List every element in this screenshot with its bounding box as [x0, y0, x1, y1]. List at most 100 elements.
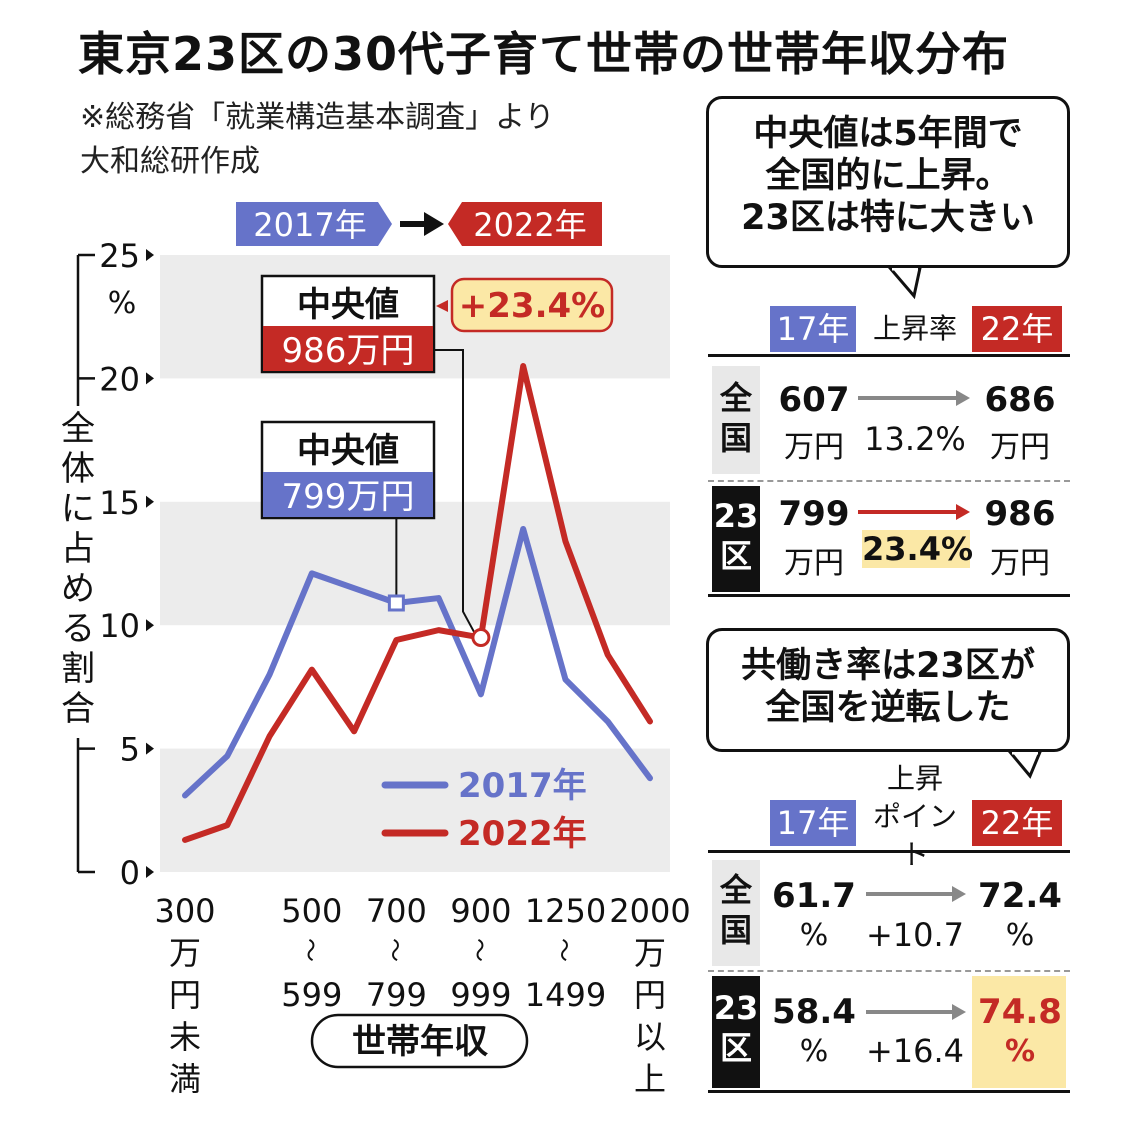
y-axis-label-char: 合: [61, 689, 95, 729]
x-tick-label: 2000: [609, 892, 690, 930]
header-from-year: 17年: [770, 306, 856, 352]
x-tick-label: 上: [634, 1060, 666, 1098]
median-2017-value-bg: [263, 472, 433, 517]
legend-from-label: 2017年: [253, 206, 366, 244]
x-axis-label: 世帯年収: [352, 1022, 488, 1062]
median-2022-title: 中央値: [297, 285, 399, 325]
y-unit-label: %: [108, 286, 137, 321]
rate-value: 13.2%: [864, 420, 966, 458]
x-tick-label: 599: [281, 976, 342, 1014]
y-tick-arrow: [146, 372, 154, 385]
grid-band: [160, 748, 670, 872]
y-axis-label-char: 占: [61, 529, 95, 569]
page-title: 東京23区の30代子育て世帯の世帯年収分布: [78, 27, 1010, 81]
trend-arrow-23ku-head: [956, 504, 970, 520]
y-axis-label-char: 体: [61, 449, 95, 489]
bubble-line: 全国を逆転した: [765, 688, 1011, 728]
trend-arrow-national-dual-head: [952, 886, 966, 902]
bubble-tail: [886, 266, 922, 300]
legend-to-label: 2022年: [473, 206, 586, 244]
value-to-highlight: 74.8: [978, 992, 1062, 1032]
header-from-year: 17年: [770, 800, 856, 846]
source-note-author: 大和総研作成: [80, 144, 260, 179]
x-tick-label: 500: [281, 892, 342, 930]
row-label-national: 全国: [712, 366, 760, 474]
median-2017-value: 799万円: [282, 477, 415, 517]
header-points-line: 上昇: [886, 762, 943, 795]
unit-from: 万円: [784, 430, 844, 465]
x-tick-label: 満: [169, 1060, 201, 1098]
header-points: 上昇 ポイント: [860, 760, 970, 874]
bubble-line: 中央値は5年間で: [753, 114, 1023, 154]
median-2022-value: 986万円: [282, 331, 415, 371]
trend-arrow-23ku-dual-head: [952, 1004, 966, 1020]
bubble-line: 全国的に上昇。: [765, 156, 1011, 196]
y-axis-label-char: に: [61, 489, 95, 529]
y-label-bg: [58, 406, 98, 738]
value-from: 799: [778, 494, 850, 534]
x-tick-label: 700: [366, 892, 427, 930]
y-tick-arrow: [146, 866, 154, 878]
median-2017-marker: [387, 594, 405, 612]
y-tick-arrow: [146, 619, 154, 632]
unit-to: %: [1005, 918, 1035, 953]
y-tick-arrow: [146, 742, 154, 755]
median-callout-bubble: 中央値は5年間で 全国的に上昇。 23区は特に大きい: [706, 96, 1070, 268]
y-axis-label-char: め: [61, 569, 95, 609]
x-tick-label: 万: [634, 934, 666, 972]
x-axis-caption-frame: [310, 1013, 529, 1069]
x-tick-label: 〜: [549, 938, 577, 962]
median-2022-marker: [471, 628, 491, 648]
legend-label: 2022年: [458, 814, 587, 854]
x-tick-label: 900: [450, 892, 511, 930]
header-points-line: ポイント: [872, 800, 957, 871]
unit-to: 万円: [990, 430, 1050, 465]
y-tick-label: 20: [99, 360, 140, 398]
series-line-2017: [182, 525, 653, 799]
unit-to-highlight: %: [1004, 1034, 1036, 1069]
y-tick-arrow: [146, 249, 154, 261]
y-tick-label: 0: [120, 854, 140, 892]
y-axis-label-char: 割: [61, 649, 95, 689]
value-from: 58.4: [772, 992, 856, 1032]
y-axis-label-char: 全: [61, 409, 95, 449]
value-to: 72.4: [978, 876, 1062, 916]
legend-from-badge: [236, 202, 392, 246]
legend-to-badge: [448, 202, 602, 246]
x-tick-label: 1499: [525, 976, 606, 1014]
change-badge-pointer: [436, 300, 448, 312]
x-tick-label: 999: [450, 976, 511, 1014]
table-bottom-rule: [708, 594, 1070, 597]
unit-from: %: [799, 1034, 829, 1069]
series-line-2022: [182, 363, 653, 843]
row-label-national: 全国: [712, 860, 760, 966]
header-rate: 上昇率: [872, 312, 957, 345]
bubble-tail: [1006, 750, 1043, 779]
row-label-23ku: 23区: [712, 486, 760, 592]
y-tick-arrow: [146, 495, 154, 508]
legend-arrow-head: [424, 212, 444, 236]
x-tick-label: 799: [366, 976, 427, 1014]
bubble-line: 23区は特に大きい: [741, 198, 1035, 238]
highlight-cell: 74.8 %: [972, 976, 1066, 1088]
row-divider: [708, 480, 1070, 482]
x-tick-label: 1250: [525, 892, 606, 930]
legend-label: 2017年: [458, 766, 587, 806]
y-axis-label-char: る: [61, 609, 95, 649]
y-tick-label: 25: [99, 237, 140, 275]
bubble-line: 共働き率は23区が: [741, 646, 1035, 686]
x-tick-label: 〜: [380, 938, 408, 962]
row-label-23ku: 23区: [712, 976, 760, 1088]
change-badge-label: +23.4%: [459, 286, 605, 326]
points-value: +16.4: [865, 1032, 965, 1070]
x-tick-label: 未: [169, 1018, 201, 1056]
trend-arrow-national-head: [956, 390, 970, 406]
table-top-rule: [708, 850, 1070, 853]
x-tick-label: 円: [169, 976, 201, 1014]
median-2017-title: 中央値: [297, 431, 399, 471]
x-tick-label: 万: [169, 934, 201, 972]
rate-value-highlight: 23.4%: [862, 530, 974, 568]
value-to: 686: [984, 380, 1056, 420]
value-to: 986: [984, 494, 1056, 534]
